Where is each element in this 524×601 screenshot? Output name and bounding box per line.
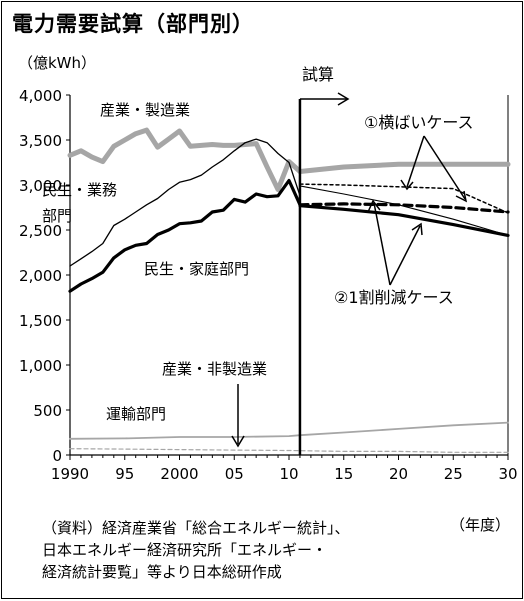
y-tick-label: 3,500 (19, 132, 62, 150)
x-axis-unit-label: （年度） (449, 516, 510, 534)
label-residential: 民生・家庭部門 (144, 260, 249, 278)
source-line: 経済統計要覧」等より日本総研作成 (42, 563, 282, 581)
reduce-case-arrowhead-2 (411, 222, 423, 236)
series-residential-reduce-case-line (298, 204, 510, 237)
y-tick-label: 4,000 (19, 87, 62, 105)
x-tick-label: 1990 (51, 465, 89, 483)
x-tick-label: 20 (389, 465, 408, 483)
flat-case-arrowhead-2 (455, 190, 468, 203)
source-line: 日本エネルギー経済研究所「エネルギー・ (42, 541, 328, 559)
series-commercial-flat-case-line (299, 183, 509, 214)
label-nonmfg: 産業・非製造業 (162, 360, 267, 378)
x-tick-label: 30 (498, 465, 517, 483)
reduce-case-arrow-2 (389, 225, 421, 286)
y-tick-label: 1,000 (19, 357, 62, 375)
series-transport-line (69, 421, 509, 440)
series-commercial-line (69, 138, 301, 267)
y-tick-label: 2,000 (19, 267, 62, 285)
series-residential-flat-case-line (298, 202, 510, 214)
flat-case-arrow-2 (423, 135, 466, 200)
x-tick-label: 2000 (160, 465, 198, 483)
y-tick-label: 500 (33, 402, 62, 420)
x-tick-label: 25 (444, 465, 463, 483)
x-tick-label: 95 (115, 465, 134, 483)
flat-case-arrow-1 (406, 135, 425, 188)
x-tick-label: 15 (334, 465, 353, 483)
y-tick-label: 0 (52, 447, 62, 465)
source-line: （資料）経済産業省「総合エネルギー統計」、 (42, 519, 350, 537)
label-manufacturing: 産業・製造業 (100, 101, 190, 119)
series-nonmfg-line (69, 448, 509, 453)
reduce-case-arrow-1 (373, 202, 391, 286)
chart-title: 電力需要試算（部門別） (12, 12, 254, 36)
label-commercial-line1: 民生・業務 (42, 181, 117, 199)
reduce-case-arrowhead-1 (367, 199, 381, 213)
label-flat-case: ①横ばいケース (364, 113, 474, 132)
label-commercial-line2: 部門 (42, 207, 72, 225)
x-tick-label: 10 (279, 465, 298, 483)
projection-arrow-head (337, 92, 350, 106)
label-transport: 運輸部門 (106, 405, 166, 423)
source-note: （資料）経済産業省「総合エネルギー統計」、 日本エネルギー経済研究所「エネルギー… (42, 517, 350, 583)
label-reduce-case: ②1割削減ケース (334, 288, 454, 307)
x-tick-label: 05 (225, 465, 244, 483)
series-residential-line (68, 178, 302, 293)
y-tick-label: 1,500 (19, 312, 62, 330)
y-axis-unit-label: （億kWh） (18, 54, 97, 72)
projection-label: 試算 (302, 65, 334, 84)
series-manufacturing-projection-line (297, 161, 511, 174)
nonmfg-arrow-head (231, 435, 245, 448)
y-tick-label: 2,500 (19, 222, 62, 240)
flat-case-arrowhead-1 (400, 179, 414, 191)
y-tick-label: 3,000 (19, 177, 62, 195)
series-manufacturing-line (67, 127, 303, 192)
